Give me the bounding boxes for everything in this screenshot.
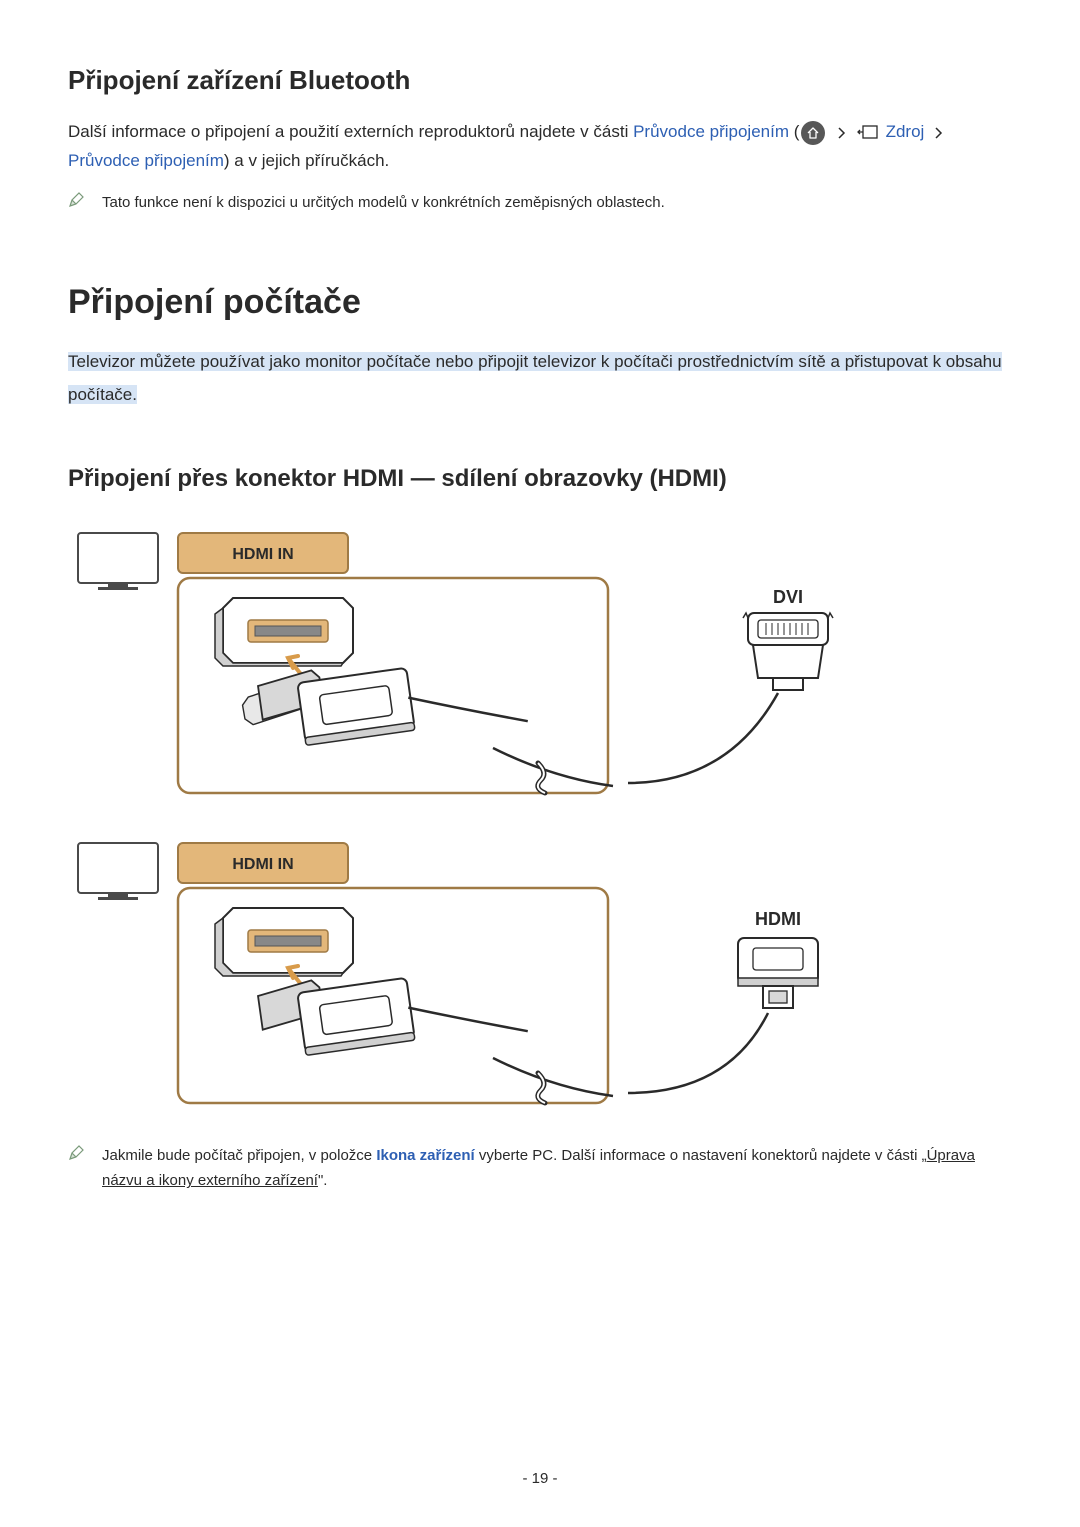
footer-post: ". — [318, 1172, 328, 1189]
footer-link[interactable]: Ikona zařízení — [376, 1147, 474, 1164]
footer-note-text: Jakmile bude počítač připojen, v položce… — [102, 1143, 1012, 1194]
diagram-hdmi: HDMI IN HDMI — [68, 833, 1012, 1113]
section-pc-title: Připojení počítače — [68, 283, 1012, 322]
bt-body-pre: Další informace o připojení a použití ex… — [68, 122, 633, 141]
home-icon — [801, 121, 825, 145]
label-hdmi-in-1: HDMI IN — [232, 546, 293, 563]
label-hdmi: HDMI — [755, 909, 801, 929]
section-bt-title: Připojení zařízení Bluetooth — [68, 65, 1012, 96]
section-hdmi-title: Připojení přes konektor HDMI ― sdílení o… — [68, 465, 1012, 493]
pencil-icon — [68, 192, 84, 208]
footer-note-row: Jakmile bude počítač připojen, v položce… — [68, 1143, 1012, 1194]
label-hdmi-in-2: HDMI IN — [232, 856, 293, 873]
source-icon — [857, 124, 879, 142]
bt-paren-open: ( — [789, 122, 799, 141]
footer-mid: vyberte PC. Další informace o nastavení … — [475, 1147, 927, 1164]
bt-note-text: Tato funkce není k dispozici u určitých … — [102, 190, 665, 216]
chevron-right-icon — [933, 126, 943, 140]
pc-intro-text: Televizor můžete používat jako monitor p… — [68, 352, 1002, 403]
pencil-icon — [68, 1145, 84, 1161]
footer-pre: Jakmile bude počítač připojen, v položce — [102, 1147, 376, 1164]
section-bt-body: Další informace o připojení a použití ex… — [68, 118, 1012, 176]
bt-link-source[interactable]: Zdroj — [886, 122, 925, 141]
diagram-dvi: HDMI IN DVI — [68, 523, 1012, 803]
bt-link-guide2[interactable]: Průvodce připojením — [68, 151, 224, 170]
bt-body-post: ) a v jejich příručkách. — [224, 151, 389, 170]
bt-note-row: Tato funkce není k dispozici u určitých … — [68, 190, 1012, 216]
bt-link-guide1[interactable]: Průvodce připojením — [633, 122, 789, 141]
section-pc-intro: Televizor můžete používat jako monitor p… — [68, 346, 1012, 411]
page-number: - 19 - — [0, 1470, 1080, 1487]
chevron-right-icon — [836, 126, 846, 140]
label-dvi: DVI — [773, 587, 803, 607]
